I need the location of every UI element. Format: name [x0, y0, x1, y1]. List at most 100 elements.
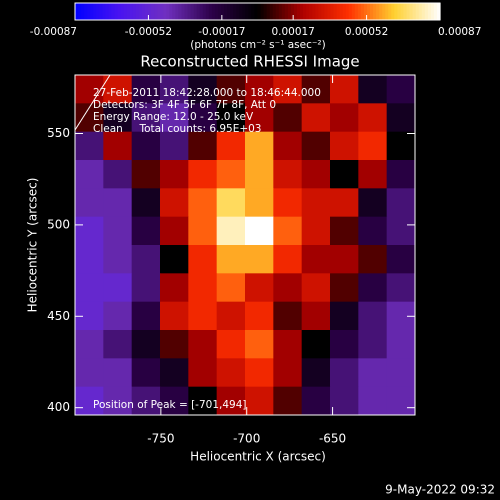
colorbar-step: [90, 3, 94, 20]
heatmap-cell: [301, 245, 331, 274]
colorbar-step: [376, 3, 380, 20]
colorbar-step: [297, 3, 301, 20]
colorbar-step: [397, 3, 402, 20]
heatmap-cell: [273, 358, 303, 388]
colorbar-step: [406, 3, 411, 20]
colorbar-step: [373, 3, 377, 20]
colorbar-step: [266, 3, 271, 20]
heatmap-cell: [330, 301, 359, 331]
colorbar-step: [230, 3, 234, 20]
heatmap-cell: [188, 103, 218, 133]
heatmap-cell: [245, 131, 274, 161]
colorbar-step: [160, 3, 164, 20]
heatmap-cell: [273, 131, 303, 161]
heatmap-cell: [216, 188, 246, 218]
colorbar-tick-label: 0.00087: [438, 26, 481, 38]
colorbar-step: [272, 3, 277, 20]
heatmap-cell: [103, 103, 133, 133]
heatmap-cell: [273, 188, 303, 218]
x-tick-label: -700: [233, 432, 260, 446]
heatmap-cell: [131, 188, 161, 218]
colorbar-step: [154, 3, 158, 20]
plot-frame: [74, 74, 416, 416]
colorbar-step: [84, 3, 88, 20]
colorbar-step: [205, 3, 210, 20]
colorbar-step: [138, 3, 143, 20]
y-tick-label: 500: [47, 217, 70, 231]
colorbar-step: [248, 3, 253, 20]
annotation: Clean Total counts: 6.95E+03: [93, 123, 262, 135]
colorbar-step: [239, 3, 243, 20]
heatmap-cell: [188, 75, 218, 104]
colorbar-step: [117, 3, 122, 20]
colorbar-step: [336, 3, 341, 20]
colorbar-step: [144, 3, 149, 20]
colorbar-step: [114, 3, 119, 20]
heatmap-cell: [103, 330, 133, 359]
heatmap-cell: [245, 103, 274, 133]
heatmap-cell: [301, 358, 331, 388]
heatmap-cell: [160, 301, 189, 331]
colorbar-step: [123, 3, 128, 20]
chart-title: Reconstructed RHESSI Image: [140, 53, 359, 71]
colorbar-step: [169, 3, 173, 20]
heatmap-cell: [160, 330, 189, 359]
colorbar-step: [324, 3, 329, 20]
heatmap-cell: [358, 386, 388, 416]
colorbar-step: [175, 3, 180, 20]
heatmap-cell: [273, 160, 303, 189]
heatmap-cell: [330, 273, 359, 303]
colorbar-step: [394, 3, 399, 20]
colorbar-step: [193, 3, 198, 20]
heatmap-cell: [330, 358, 359, 388]
heatmap-cell: [386, 160, 416, 189]
annotation: 27-Feb-2011 18:42:28.000 to 18:46:44.000: [93, 87, 321, 99]
heatmap-cell: [188, 160, 218, 189]
heatmap-cell: [103, 301, 133, 331]
colorbar-step: [385, 3, 389, 20]
colorbar-step: [257, 3, 262, 20]
limb-line: [74, 74, 111, 131]
heatmap-cell: [301, 301, 331, 331]
colorbar-step: [333, 3, 338, 20]
colorbar-tick-label: -0.00017: [198, 26, 245, 38]
y-tick-label: 450: [47, 309, 70, 323]
heatmap-cell: [330, 216, 359, 246]
heatmap-cell: [273, 75, 303, 104]
x-axis-label: Heliocentric X (arcsec): [190, 450, 326, 464]
colorbar-step: [233, 3, 237, 20]
heatmap-cell: [386, 75, 416, 104]
colorbar-step: [199, 3, 204, 20]
colorbar-step: [217, 3, 222, 20]
colorbar-step: [360, 3, 365, 20]
heatmap-cell: [103, 131, 133, 161]
colorbar-step: [148, 3, 152, 20]
heatmap-cell: [330, 386, 359, 416]
colorbar-step: [263, 3, 268, 20]
colorbar-step: [351, 3, 356, 20]
x-tick-label: -750: [147, 432, 174, 446]
colorbar-step: [227, 3, 231, 20]
x-tick-label: -650: [319, 432, 346, 446]
heatmap-cell: [273, 103, 303, 133]
heatmap-cell: [301, 75, 331, 104]
colorbar-step: [224, 3, 228, 20]
heatmap-cell: [245, 75, 274, 104]
colorbar-step: [251, 3, 256, 20]
heatmap-cell: [273, 386, 303, 416]
heatmap-cell: [103, 245, 133, 274]
colorbar-step: [403, 3, 408, 20]
colorbar-step: [327, 3, 332, 20]
heatmap-cell: [386, 386, 416, 416]
colorbar-step: [330, 3, 335, 20]
colorbar-step: [300, 3, 304, 20]
colorbar-step: [345, 3, 350, 20]
colorbar-step: [427, 3, 432, 20]
heatmap-cell: [386, 216, 416, 246]
colorbar-step: [151, 3, 155, 20]
heatmap-cell: [160, 386, 189, 416]
heatmap-cell: [131, 245, 161, 274]
heatmap-cell: [330, 75, 359, 104]
colorbar-step: [187, 3, 192, 20]
